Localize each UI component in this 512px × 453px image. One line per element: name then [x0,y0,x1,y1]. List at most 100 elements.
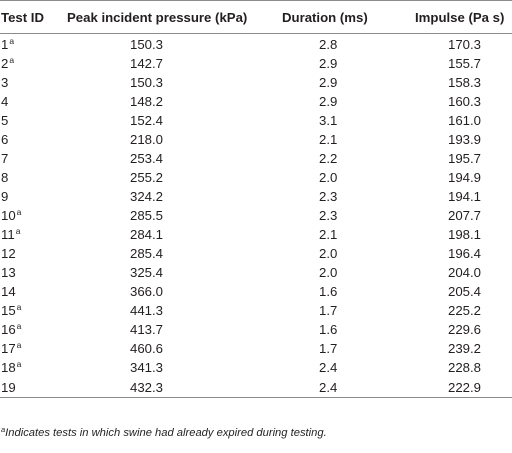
cell-peak-pressure: 148.2 [130,94,164,109]
cell-test-id: 13 [0,263,54,282]
footnote-marker: a [16,207,22,217]
test-id-value: 16 [1,322,16,337]
footnote-marker: a [16,302,22,312]
header-duration: Duration (ms) [282,0,404,34]
test-id-value: 12 [1,246,16,261]
cell-duration: 2.2 [319,151,338,166]
cell-impulse: 158.3 [448,75,482,90]
cell-test-id: 16a [0,320,54,339]
cell-duration: 1.7 [319,303,338,318]
cell-duration: 1.6 [319,322,338,337]
cell-peak-pressure: 218.0 [130,132,164,147]
cell-test-id: 8 [0,168,54,187]
cell-impulse: 198.1 [448,227,482,242]
cell-peak-pressure: 255.2 [130,170,164,185]
cell-impulse: 170.3 [448,37,482,52]
footnote-marker: a [15,226,21,236]
table-footnote: aIndicates tests in which swine had alre… [1,425,327,439]
cell-peak-pressure: 460.6 [130,341,164,356]
cell-peak-pressure: 432.3 [54,377,282,398]
cell-peak-pressure: 284.1 [130,227,164,242]
cell-duration: 2.9 [319,94,338,109]
cell-duration: 2.3 [319,208,338,223]
cell-duration: 3.1 [319,113,338,128]
table-row: 13 325.4 2.0 204.0 [0,263,512,282]
cell-impulse: 196.4 [448,246,482,261]
test-id-value: 3 [1,75,9,90]
footnote-mark: a [1,425,6,434]
cell-impulse: 207.7 [448,208,482,223]
footnote-marker: a [9,36,15,46]
cell-peak-pressure: 341.3 [130,360,164,375]
cell-peak-pressure: 441.3 [130,303,164,318]
cell-impulse: 194.1 [448,189,482,204]
table-row: 18a 341.3 2.4 228.8 [0,358,512,377]
table-body: 1a 150.3 2.8 170.3 2a 142.7 2.9 155.7 3 150.3 2.9 1… [0,34,512,398]
cell-test-id: 14 [0,282,54,301]
table-row: 1a 150.3 2.8 170.3 [0,34,512,55]
test-id-value: 19 [1,379,16,395]
footnote-marker: a [16,340,22,350]
test-id-value: 1 [1,37,9,52]
test-id-value: 4 [1,94,9,109]
table-row: 2a 142.7 2.9 155.7 [0,54,512,73]
test-id-value: 13 [1,265,16,280]
table-row: 7 253.4 2.2 195.7 [0,149,512,168]
cell-peak-pressure: 142.7 [130,56,164,71]
table-row: 10a 285.5 2.3 207.7 [0,206,512,225]
cell-test-id: 19 [0,377,54,398]
table-row: 16a 413.7 1.6 229.6 [0,320,512,339]
test-id-value: 6 [1,132,9,147]
cell-test-id: 11a [0,225,54,244]
cell-test-id: 15a [0,301,54,320]
blast-test-table: Test ID Peak incident pressure (kPa) Dur… [0,0,512,398]
cell-duration: 2.3 [319,189,338,204]
test-id-value: 17 [1,341,16,356]
cell-peak-pressure: 413.7 [130,322,164,337]
cell-impulse: 204.0 [448,265,482,280]
cell-impulse: 205.4 [448,284,482,299]
cell-impulse: 194.9 [448,170,482,185]
cell-duration: 2.1 [319,227,338,242]
cell-test-id: 9 [0,187,54,206]
table-header: Test ID Peak incident pressure (kPa) Dur… [0,0,512,34]
cell-impulse: 155.7 [448,56,482,71]
cell-duration: 2.0 [319,170,338,185]
header-test-id: Test ID [0,0,54,34]
cell-test-id: 1a [0,34,54,55]
cell-duration: 2.9 [319,56,338,71]
test-id-value: 11 [1,227,15,242]
data-table-container: Test ID Peak incident pressure (kPa) Dur… [0,0,512,398]
cell-impulse: 222.9 [404,377,512,398]
cell-duration: 2.8 [319,37,338,52]
cell-test-id: 7 [0,149,54,168]
table-row: 4 148.2 2.9 160.3 [0,92,512,111]
table-row: 9 324.2 2.3 194.1 [0,187,512,206]
cell-duration: 1.6 [319,284,338,299]
test-id-value: 5 [1,113,9,128]
cell-peak-pressure: 152.4 [130,113,164,128]
header-row: Test ID Peak incident pressure (kPa) Dur… [0,0,512,34]
cell-duration: 2.0 [319,265,338,280]
cell-peak-pressure: 325.4 [130,265,164,280]
footnote-text: Indicates tests in which swine had alrea… [5,427,327,439]
cell-peak-pressure: 366.0 [130,284,164,299]
cell-impulse: 195.7 [448,151,482,166]
footnote-marker: a [9,55,15,65]
cell-peak-pressure: 150.3 [130,37,164,52]
cell-peak-pressure: 285.4 [130,246,164,261]
cell-duration: 2.0 [319,246,338,261]
test-id-value: 2 [1,56,9,71]
table-row: 6 218.0 2.1 193.9 [0,130,512,149]
header-impulse: Impulse (Pa s) [404,0,512,34]
cell-impulse: 160.3 [448,94,482,109]
cell-peak-pressure: 324.2 [130,189,164,204]
test-id-value: 15 [1,303,16,318]
cell-impulse: 239.2 [448,341,482,356]
cell-test-id: 12 [0,244,54,263]
table-row: 15a 441.3 1.7 225.2 [0,301,512,320]
cell-test-id: 18a [0,358,54,377]
table-row: 19 432.3 2.4 222.9 [0,377,512,398]
cell-test-id: 5 [0,111,54,130]
footnote-marker: a [16,321,22,331]
